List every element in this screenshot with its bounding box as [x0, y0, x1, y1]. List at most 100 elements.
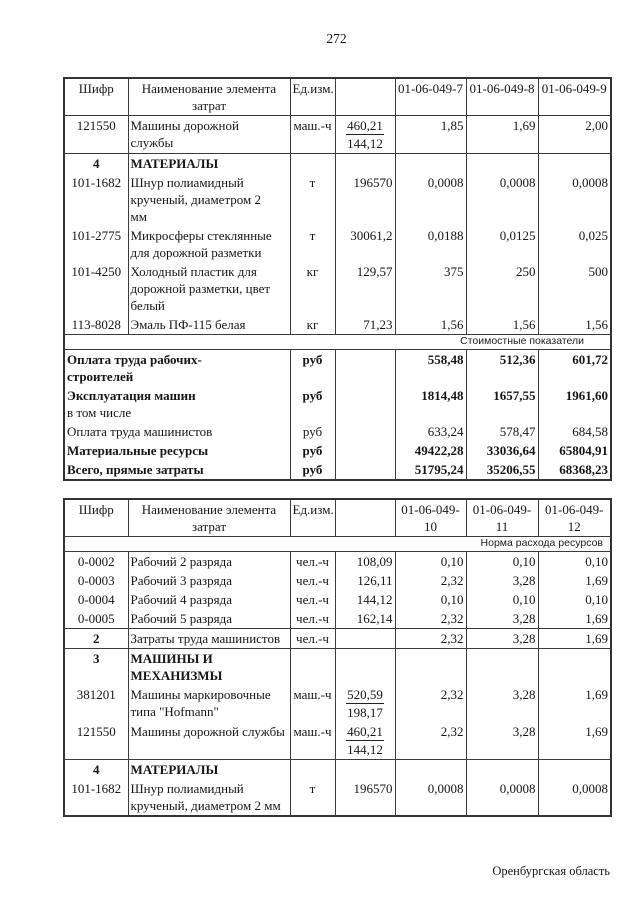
- norm-cell: [537, 648, 612, 685]
- name-cell: Рабочий 4 разряда: [127, 590, 291, 609]
- text-line: Холодный пластик для: [130, 264, 257, 279]
- norm-table-049-7-9: Шифр Наименование элемента затрат Ед.изм. 0…: [63, 77, 612, 481]
- code-cell: 3: [63, 648, 129, 685]
- name-cell: Машины дорожной службы: [127, 115, 291, 154]
- unit-cell: руб: [289, 460, 336, 480]
- unit-cell: чел.-ч: [289, 571, 336, 590]
- name-cell: Эмаль ПФ-115 белая: [127, 315, 291, 335]
- quantity-cell: 30061,2: [334, 226, 396, 262]
- text-line: МАТЕРИАЛЫ: [130, 762, 219, 777]
- cost-row: Оплата труда рабочих-строителей руб 558,48…: [63, 349, 612, 386]
- code-cell: 4: [63, 759, 129, 779]
- name-cell: Материальные ресурсы: [63, 441, 291, 460]
- quantity-cell: 108,09: [334, 551, 396, 571]
- norm-cell: 1,69: [537, 685, 612, 722]
- norm-cell: 0,10: [537, 551, 612, 571]
- norm-cell: [537, 759, 612, 779]
- band-row: Норма расхода ресурсов: [63, 536, 612, 552]
- text-line: Рабочий 5 разряда: [130, 611, 233, 626]
- data-row: 121550 Машины дорожной службы маш.-ч 460,21 1…: [63, 115, 612, 154]
- band-label: Стоимостные показатели: [63, 334, 612, 350]
- fraction-top: 520,59: [346, 687, 384, 704]
- page-number: 272: [326, 31, 347, 46]
- norm-cell: 3,28: [465, 571, 539, 590]
- norm-cell: 0,0008: [465, 779, 539, 816]
- code-cell: 0-0004: [63, 590, 129, 609]
- quantity-cell: 196570: [334, 779, 396, 816]
- quantity-cell: 520,59 198,17: [334, 685, 396, 722]
- quantity-cell: 144,12: [334, 590, 396, 609]
- norm-cell: 1657,55: [465, 386, 539, 422]
- norm-cell: 0,10: [465, 551, 539, 571]
- norm-cell: 500: [537, 262, 612, 315]
- norm-cell: 0,10: [465, 590, 539, 609]
- data-row: 121550 Машины дорожной службы маш.-ч 460,21…: [63, 722, 612, 760]
- unit-cell: чел.-ч: [289, 551, 336, 571]
- norm-cell: 3,28: [465, 628, 539, 649]
- code-cell: 0-0005: [63, 609, 129, 629]
- header-code: Шифр: [63, 78, 129, 116]
- cost-row: Эксплуатация машин в том числе руб 1814,48 1…: [63, 386, 612, 422]
- header-norm-code: 01-06-049-7: [394, 78, 467, 116]
- unit-cell: т: [289, 779, 336, 816]
- norm-cell: [465, 648, 539, 685]
- header-code: Шифр: [63, 499, 129, 537]
- norm-cell: 1,56: [465, 315, 539, 335]
- section-row: 3 МАШИНЫ И МЕХАНИЗМЫ: [63, 648, 612, 685]
- quantity-cell: [334, 648, 396, 685]
- text-line: Рабочий 3 разряда: [130, 573, 233, 588]
- quantity-cell: 162,14: [334, 609, 396, 629]
- unit-cell: руб: [289, 422, 336, 441]
- name-cell: Холодный пластик для дорожной разметки, ц…: [127, 262, 291, 315]
- norm-cell: [465, 153, 539, 173]
- text-line: крученый, диаметром 2 мм: [130, 798, 281, 813]
- text-line: МЕХАНИЗМЫ: [130, 668, 223, 683]
- code-cell: 101-1682: [63, 173, 129, 226]
- data-row: 0-0004 Рабочий 4 разряда чел.-ч 144,12 0,10 0…: [63, 590, 612, 609]
- quantity-cell: [334, 460, 396, 480]
- text-line: Шнур полиамидный: [130, 781, 244, 796]
- unit-cell: руб: [289, 386, 336, 422]
- unit-cell: т: [289, 173, 336, 226]
- unit-cell: руб: [289, 441, 336, 460]
- norm-cell: 1961,60: [537, 386, 612, 422]
- data-row: 101-2775 Микросферы стеклянные для дорожно…: [63, 226, 612, 262]
- quantity-cell: [334, 628, 396, 649]
- section-row: 4 МАТЕРИАЛЫ: [63, 153, 612, 173]
- header-norm-code: 01-06-049-12: [537, 499, 612, 537]
- fraction-bottom: 198,17: [347, 705, 383, 720]
- text-line: Эксплуатация машин: [67, 388, 196, 403]
- name-cell: Рабочий 3 разряда: [127, 571, 291, 590]
- norm-cell: 0,0008: [537, 779, 612, 816]
- data-row: 101-1682 Шнур полиамидный крученый, диамет…: [63, 173, 612, 226]
- text-line: мм: [130, 209, 147, 224]
- norm-cell: 250: [465, 262, 539, 315]
- quantity-cell: 460,21 144,12: [334, 115, 396, 154]
- name-cell: МАТЕРИАЛЫ: [127, 759, 291, 779]
- text-line: службы: [130, 135, 174, 150]
- norm-cell: 601,72: [537, 349, 612, 386]
- name-cell: Машины маркировочные типа "Hofmann": [127, 685, 291, 722]
- header-norm-code: 01-06-049-8: [465, 78, 539, 116]
- code-cell: 101-4250: [63, 262, 129, 315]
- quantity-cell: 126,11: [334, 571, 396, 590]
- norm-table-049-10-12: Шифр Наименование элемента затрат Ед.изм. 0…: [63, 498, 612, 817]
- text-line: Затраты труда машинистов: [130, 631, 281, 646]
- norm-cell: 375: [394, 262, 467, 315]
- norm-cell: 1,69: [537, 609, 612, 629]
- data-row: 0-0005 Рабочий 5 разряда чел.-ч 162,14 2,32 3…: [63, 609, 612, 629]
- text-line: крученый, диаметром 2: [130, 192, 262, 207]
- unit-cell: маш.-ч: [289, 685, 336, 722]
- norm-cell: 0,025: [537, 226, 612, 262]
- norm-cell: 0,10: [394, 551, 467, 571]
- header-base: [334, 78, 396, 116]
- header-name: Наименование элемента затрат: [127, 78, 291, 116]
- text-line: белый: [130, 298, 165, 313]
- name-cell: Оплата труда машинистов: [63, 422, 291, 441]
- data-row: 101-4250 Холодный пластик для дорожной раз…: [63, 262, 612, 315]
- text-line: Шнур полиамидный: [130, 175, 244, 190]
- section-row: 2 Затраты труда машинистов чел.-ч 2,32 3,28 1…: [63, 628, 612, 649]
- text-line: строителей: [67, 369, 134, 384]
- name-cell: Рабочий 2 разряда: [127, 551, 291, 571]
- name-cell: МАТЕРИАЛЫ: [127, 153, 291, 173]
